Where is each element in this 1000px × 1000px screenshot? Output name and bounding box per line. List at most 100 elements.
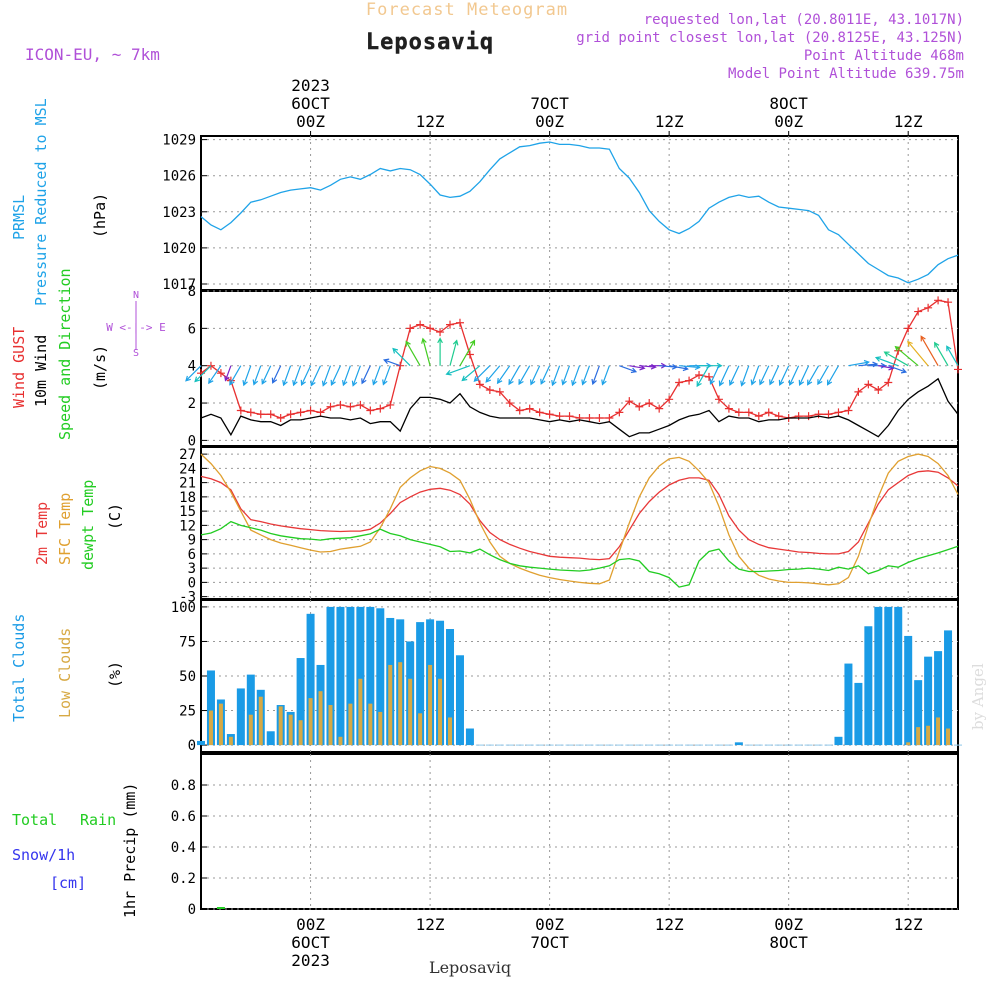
gust-point — [625, 397, 634, 406]
wind-direction-arrow — [485, 365, 501, 383]
wind-direction-arrow — [330, 365, 341, 387]
requested-coords: requested lon,lat (20.8011E, 43.1017N) — [644, 12, 964, 28]
wind-direction-arrow — [449, 339, 459, 366]
gust-point — [904, 324, 913, 333]
gust-point — [455, 318, 464, 327]
low-cloud-bar — [936, 717, 941, 746]
wind-direction-arrow — [382, 365, 391, 386]
gust-point — [525, 404, 534, 413]
gust-point — [914, 307, 923, 316]
total-cloud-bar — [455, 655, 464, 746]
total-cloud-bar — [416, 622, 425, 746]
y-tick-label: 0 — [188, 433, 196, 449]
top-time-label: 8OCT — [769, 94, 808, 113]
total-cloud-bar — [296, 658, 305, 746]
y-tick-label: 100 — [171, 600, 196, 616]
gust-point — [924, 303, 933, 312]
gust-point — [336, 400, 345, 409]
wind-direction-arrow — [282, 365, 292, 387]
gust-point — [615, 408, 624, 417]
gust-point — [505, 399, 514, 408]
gust-point — [256, 410, 265, 419]
gust-point — [316, 408, 325, 417]
low-cloud-bar — [408, 678, 413, 746]
top-time-label: 2023 — [291, 76, 330, 95]
y-tick-label: 4 — [188, 359, 196, 375]
gust-point — [276, 413, 285, 422]
gust-point — [675, 378, 684, 387]
top-time-label: 12Z — [416, 112, 445, 131]
low-cloud-bar — [348, 703, 353, 746]
low-cloud-bar — [308, 698, 313, 746]
ylabel-hpa: (hPa) — [91, 193, 109, 238]
total-cloud-bar — [306, 613, 315, 746]
gust-point — [326, 402, 335, 411]
y-tick-label: 1020 — [162, 241, 196, 257]
wind-direction-arrow — [798, 365, 810, 387]
bottom-time-label: 8OCT — [769, 933, 808, 952]
wind-direction-arrow — [920, 335, 939, 366]
low-cloud-bar — [248, 714, 253, 746]
wind-direction-arrow — [868, 362, 887, 369]
gust-point — [764, 408, 773, 417]
total-cloud-bar — [465, 728, 474, 746]
wind-direction-arrow — [778, 365, 790, 387]
y-tick-label: 0.2 — [171, 871, 196, 887]
wind-direction-arrow — [551, 365, 561, 387]
total-cloud-bar — [884, 606, 893, 746]
legend-snow: Snow/1h — [12, 846, 75, 864]
grid-point-coords: grid point closest lon,lat (20.8125E, 43… — [576, 30, 964, 46]
wind-direction-arrow — [907, 340, 929, 367]
wind-direction-arrow — [252, 365, 262, 386]
compass-south: S — [133, 348, 139, 359]
y-tick-label: 6 — [188, 321, 196, 337]
gust-point — [655, 404, 664, 413]
total-cloud-bar — [206, 670, 215, 746]
gust-point — [346, 402, 355, 411]
panel-frame — [200, 446, 959, 600]
header: Forecast Meteogram Leposaviq ICON-EU, ~ … — [25, 0, 987, 977]
y-tick-label: 25 — [179, 704, 196, 720]
y-tick-label: 6 — [188, 547, 196, 563]
legend-low-clouds: Low Clouds — [56, 628, 74, 718]
bottom-time-label: 00Z — [296, 915, 325, 934]
wind-direction-arrow — [383, 358, 401, 367]
wind-direction-arrow — [883, 351, 909, 367]
wind-direction-arrow — [826, 365, 840, 386]
y-tick-label: 0.8 — [171, 778, 196, 794]
data-marks — [185, 141, 962, 909]
y-tick-label: 8 — [188, 284, 196, 300]
legend-wind-gust: Wind GUST — [10, 327, 28, 408]
y-tick-label: 21 — [179, 476, 196, 492]
bottom-time-label: 12Z — [894, 915, 923, 934]
total-cloud-bar — [266, 731, 275, 746]
gust-point — [565, 412, 574, 421]
wind-direction-arrow — [581, 365, 591, 386]
wind-direction-arrow — [619, 365, 638, 374]
wind-direction-arrow — [185, 365, 202, 382]
panel-frame — [200, 753, 959, 910]
gust-point — [605, 413, 614, 422]
low-cloud-bar — [916, 727, 921, 746]
wind-direction-arrow — [508, 365, 521, 386]
y-tick-label: 1023 — [162, 205, 196, 221]
gust-point — [754, 412, 763, 421]
gust-point — [495, 387, 504, 396]
bottom-time-label: 6OCT — [291, 933, 330, 952]
legend-total-clouds: Total Clouds — [10, 614, 28, 722]
y-tick-label: 15 — [179, 504, 196, 520]
ylabel-precip: 1hr Precip (mm) — [121, 783, 139, 918]
low-cloud-bar — [258, 696, 263, 746]
wind-direction-arrow — [750, 365, 760, 386]
gust-point — [236, 406, 245, 415]
wind-direction-arrow — [788, 365, 800, 387]
wind-direction-arrow — [709, 365, 720, 385]
y-tick-label: 75 — [179, 634, 196, 650]
dewpoint-line — [200, 520, 959, 588]
ylabel-percent: (%) — [106, 661, 124, 688]
panel-legends: PRMSL Pressure Reduced to MSL (hPa) Wind… — [10, 98, 166, 918]
y-tick-label: 0 — [188, 575, 196, 591]
y-tick-label: -3 — [179, 590, 196, 606]
bottom-time-label: 12Z — [416, 915, 445, 934]
gust-point — [645, 399, 654, 408]
